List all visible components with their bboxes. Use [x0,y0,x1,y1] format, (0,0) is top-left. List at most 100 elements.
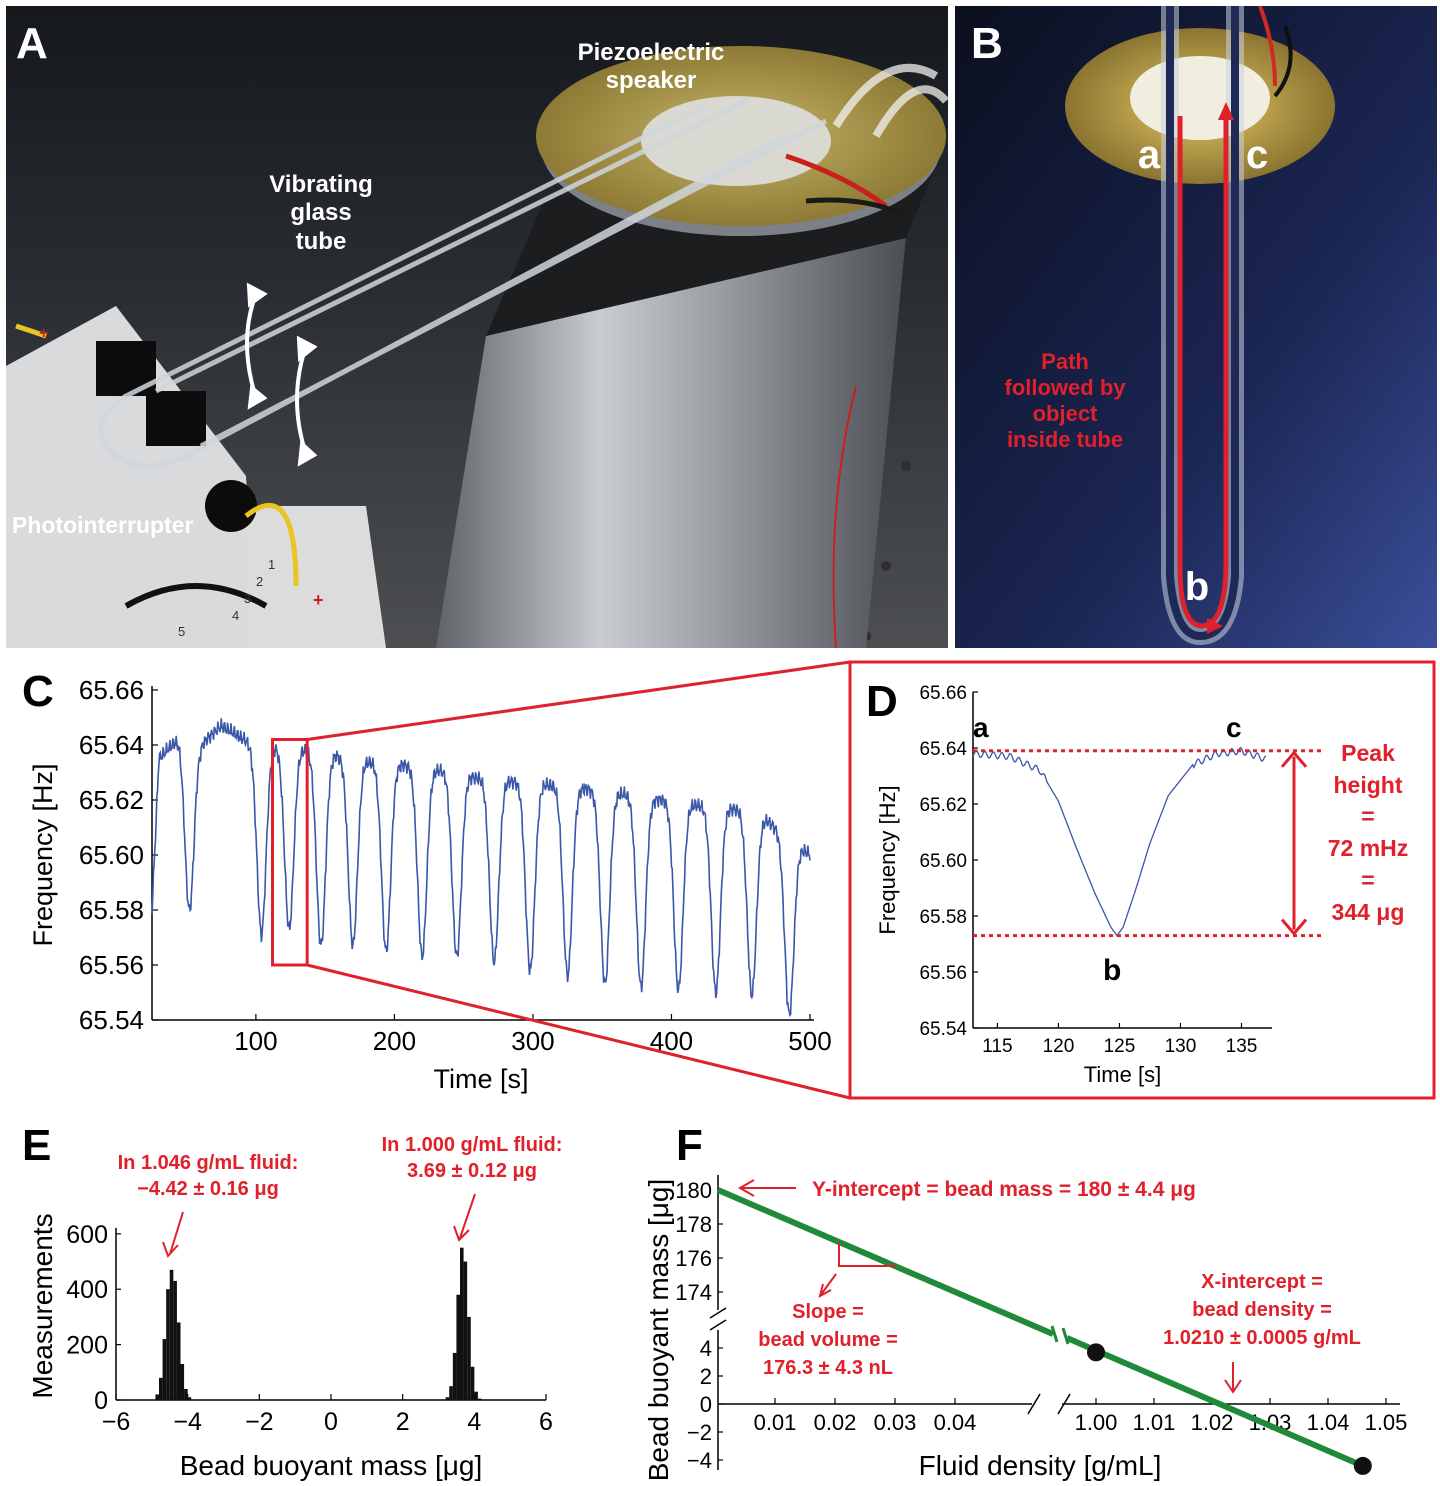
e-arrow-right-head [453,1225,470,1242]
d-x-tick-label: 120 [1043,1036,1075,1057]
f-x-axis-label: Fluid density [g/mL] [919,1450,1162,1481]
d-x-tick-label: 125 [1104,1036,1136,1057]
path-point-a: a [1137,133,1161,177]
c-zoom-connector-bottom [306,963,851,1100]
f-y-tick-label: 0 [700,1392,712,1417]
e-x-tick-label: −2 [245,1408,274,1436]
c-y-tick-label: 65.60 [79,840,144,870]
f-x-tick-label: 0.02 [814,1410,857,1435]
e-x-tick-label: 0 [324,1408,338,1436]
c-y-axis-label: Frequency [Hz] [28,763,58,946]
path-annotation-line2: followed by [1004,374,1126,400]
e-histogram-bar [452,1352,457,1400]
photointerrupter-annotation: Photointerrupter [12,512,194,538]
peak-annotation-line3: = [1361,803,1375,830]
e-arrow-left [169,1211,184,1255]
e-histogram-bar [467,1316,471,1400]
e-x-tick-label: 2 [396,1408,410,1436]
peak-height-annotation: Peak height = 72 mHz = 344 μg [1308,738,1428,928]
d-point-b: b [1103,954,1122,987]
c-frequency-trace [151,718,811,1017]
panel-f-label: F [676,1121,703,1170]
f-fit-line-right [1065,1335,1364,1469]
speaker-annotation: Piezoelectric speaker [551,39,751,96]
panel-c-label: C [22,667,54,716]
e-y-tick-label: 200 [66,1332,108,1360]
breadboard-plus-mark: + [39,325,48,342]
f-slope-note: Slope = bead volume = 176.3 ± 4.3 nL [728,1298,928,1382]
f-y-axis-break [709,1307,727,1331]
d-y-tick-label: 65.54 [919,1019,967,1040]
breadboard-plus-mark-2: + [313,590,324,610]
f-y-axis-label: Bead buoyant mass [μg] [643,1179,674,1482]
d-y-tick-label: 65.64 [919,739,967,760]
e-x-tick-label: −4 [173,1408,202,1436]
f-xint-arrow-head [1224,1379,1242,1394]
e-note-right: In 1.000 g/mL fluid: 3.69 ± 0.12 μg [352,1132,592,1184]
e-x-tick-label: 4 [467,1408,481,1436]
apparatus-illustration: + + 1 2 3 4 5 [6,6,948,648]
f-slope-line1: Slope = [792,1301,864,1323]
c-y-tick-label: 65.64 [79,730,144,760]
d-peak-arrow-head-up [1280,750,1308,768]
breadboard-row-4: 4 [232,608,239,623]
c-x-tick-label: 400 [650,1026,693,1056]
path-annotation-line3: object [1032,400,1098,426]
speaker-annotation-line1: Piezoelectric [577,39,725,66]
f-x-tick-label: 1.00 [1075,1410,1118,1435]
e-histogram-bar [159,1377,163,1400]
f-x-axis-break [1027,1393,1071,1415]
e-histogram-bar [460,1247,464,1400]
e-arrow-right [459,1193,476,1239]
panel-b-photo: B a c b Path followed by object inside t… [955,6,1437,648]
f-fit-line-break [1050,1325,1070,1345]
d-point-c: c [1226,712,1242,743]
c-zoom-box [271,738,309,967]
tube-annotation-line2: glass [290,199,352,227]
e-x-tick-label: −6 [102,1408,131,1436]
panel-e-label: E [22,1121,52,1170]
f-xint-line3: 1.0210 ± 0.0005 g/mL [1163,1327,1361,1349]
f-y-tick-label: 176 [675,1246,712,1271]
path-annotation-line4: inside tube [1006,426,1124,452]
d-x-tick-label: 115 [982,1036,1012,1057]
c-x-tick-label: 300 [511,1026,554,1056]
e-note-left-line2: −4.42 ± 0.16 μg [137,1178,279,1200]
e-note-left-line1: In 1.046 g/mL fluid: [117,1152,299,1174]
e-histogram-bar [456,1294,460,1400]
f-y-tick-label: 4 [700,1336,712,1361]
e-y-tick-label: 400 [66,1276,108,1304]
breadboard-row-5: 5 [178,624,185,639]
d-y-axis-label: Frequency [Hz] [875,785,900,934]
f-y-tick-label: 2 [700,1364,712,1389]
e-note-right-line2: 3.69 ± 0.12 μg [407,1160,537,1182]
f-x-tick-label: 0.01 [754,1410,797,1435]
f-slope-triangle [838,1242,896,1267]
f-data-point [1087,1343,1105,1362]
f-xint-line1: X-intercept = [1201,1271,1323,1293]
e-y-axis-label: Measurements [27,1213,58,1398]
e-histogram-bar [176,1322,181,1400]
f-y-tick-label: 178 [675,1212,712,1237]
e-note-left: In 1.046 g/mL fluid: −4.42 ± 0.16 μg [88,1150,328,1202]
f-x-tick-label: 1.02 [1191,1410,1234,1435]
e-histogram-bar [187,1397,192,1400]
c-y-tick-label: 65.62 [79,785,144,815]
peak-annotation-line1: Peak [1341,740,1395,766]
e-note-right-line1: In 1.000 g/mL fluid: [381,1134,563,1156]
f-y-tick-label: 180 [675,1178,712,1203]
e-histogram-bar [169,1269,174,1400]
f-xint-line2: bead density = [1192,1299,1332,1321]
e-histogram-bar [477,1398,482,1400]
e-histogram-bar [449,1386,453,1400]
d-y-tick-label: 65.56 [919,963,967,984]
d-peak-arrow-head-down [1280,918,1308,936]
breadboard-row-2: 2 [256,574,263,589]
e-histogram-bar [166,1289,170,1400]
e-arrow-left-head [162,1241,179,1258]
d-y-tick-label: 65.58 [919,907,967,928]
e-histogram-bar [463,1261,468,1400]
e-x-tick-label: 6 [539,1408,553,1436]
peak-annotation-line2: height [1333,771,1403,798]
tube-annotation-line1: Vibrating [269,171,373,198]
